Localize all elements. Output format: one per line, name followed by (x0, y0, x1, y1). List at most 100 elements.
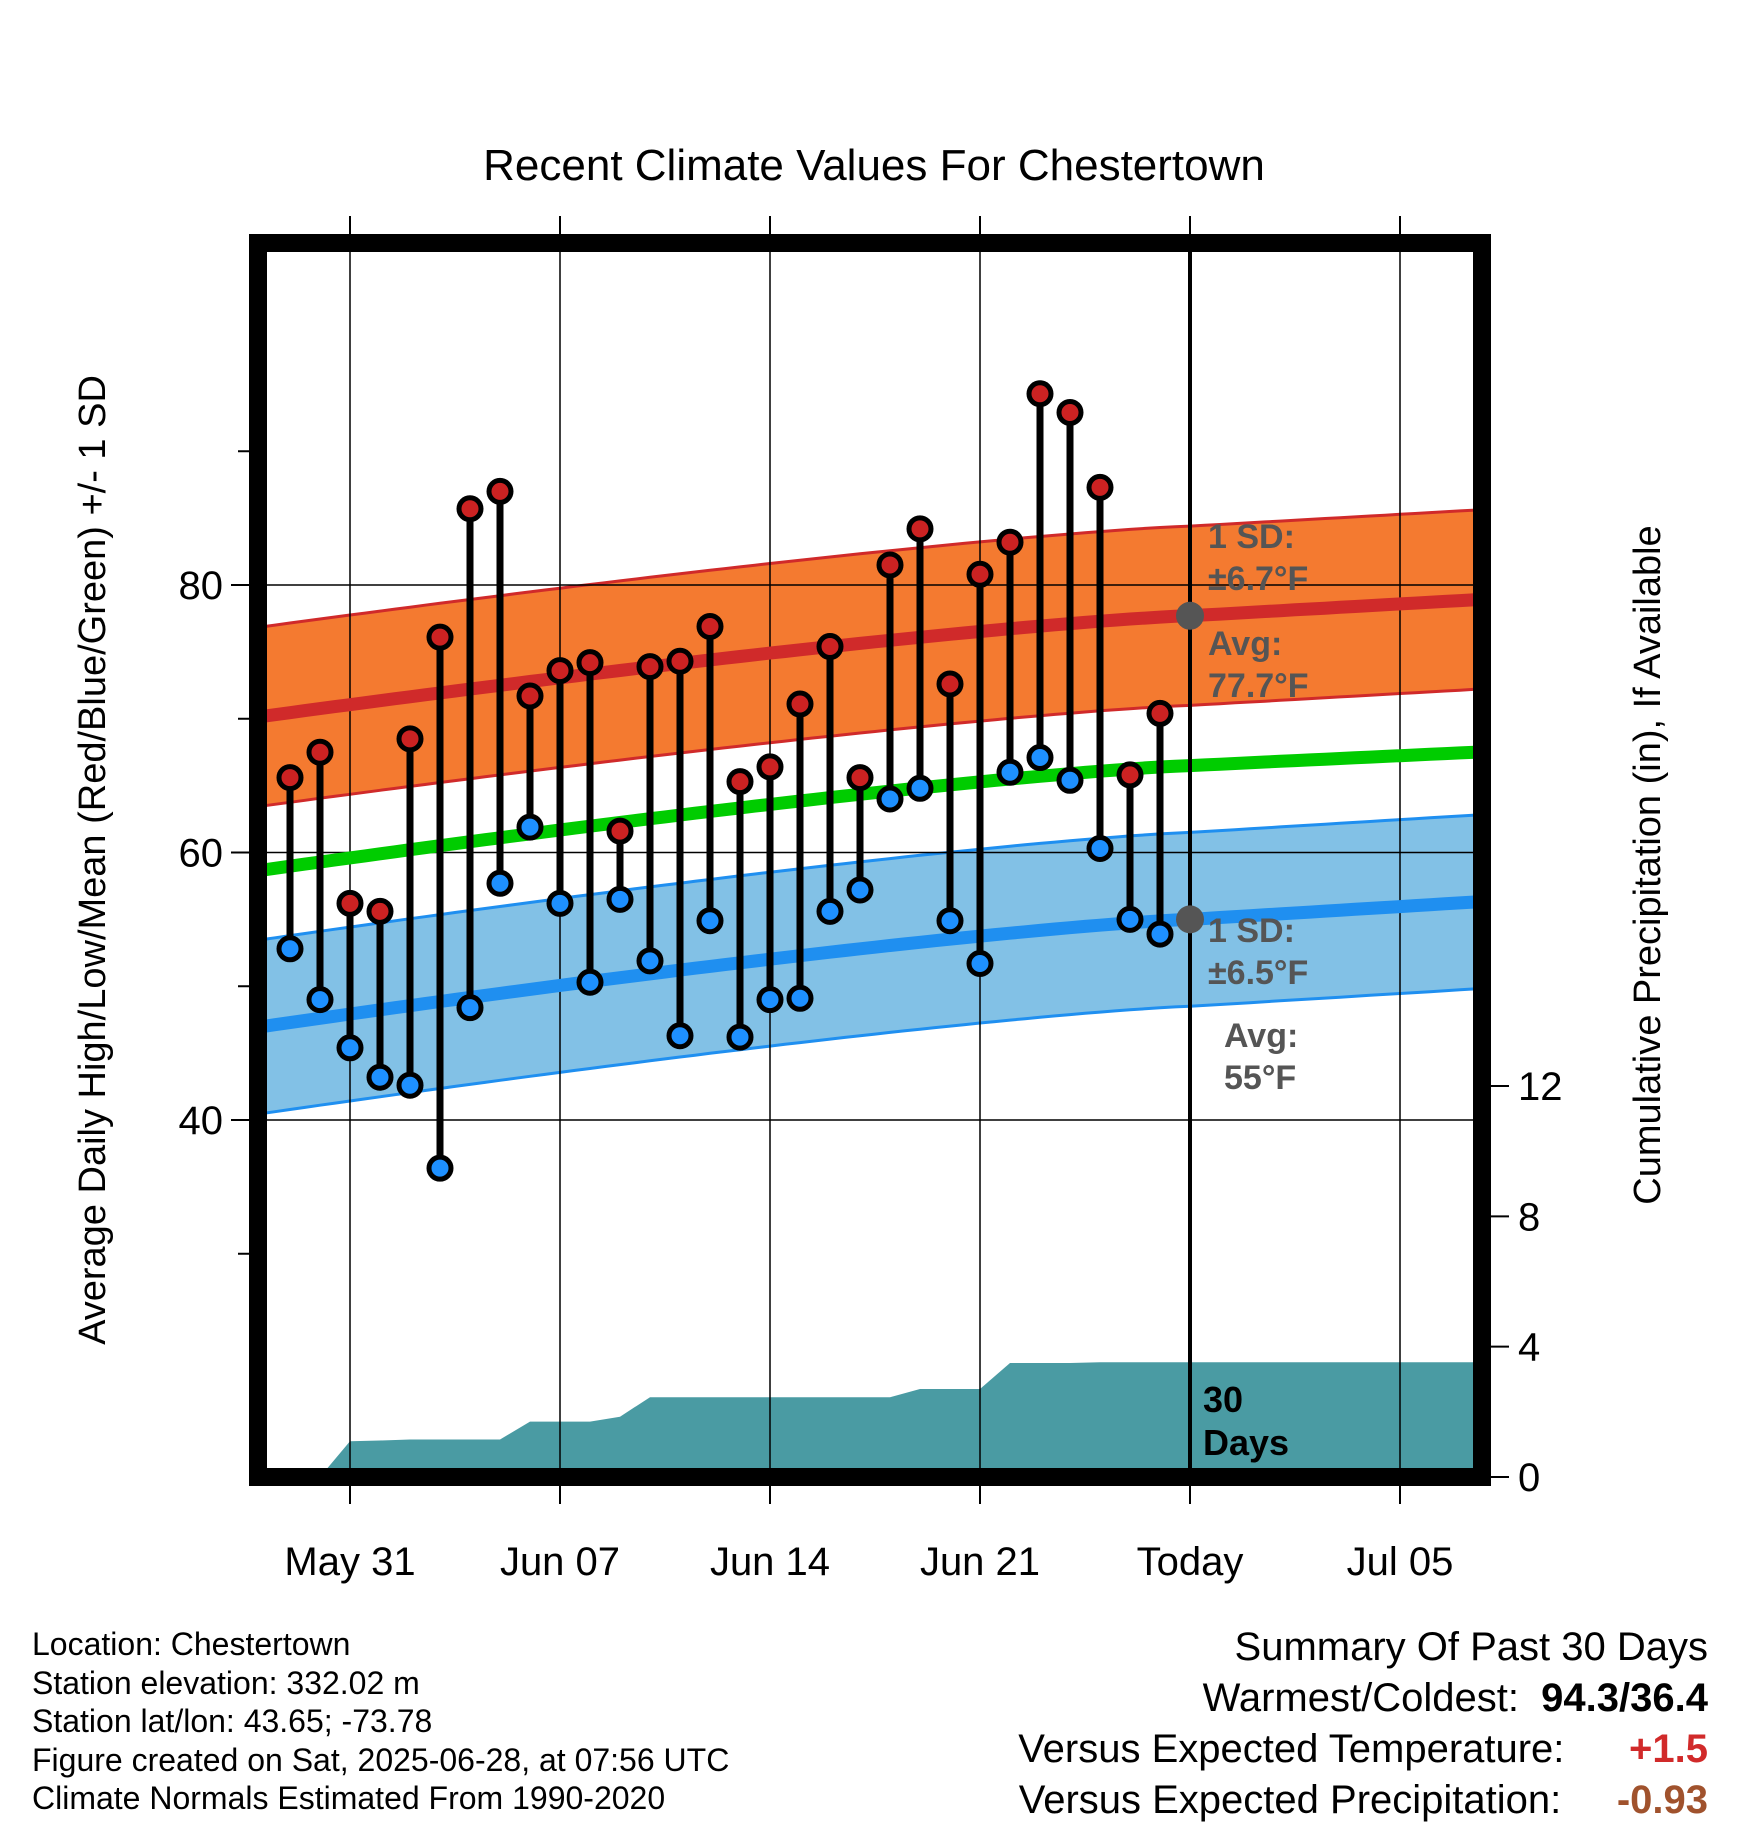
daily-high-marker (876, 551, 904, 579)
normals-text: Climate Normals Estimated From 1990-2020 (32, 1780, 666, 1816)
daily-low-marker (1056, 766, 1084, 794)
y2-tick-label: 4 (1518, 1326, 1540, 1370)
daily-low-marker (636, 947, 664, 975)
daily-high-marker (756, 753, 784, 781)
daily-high-marker (366, 897, 394, 925)
daily-low-marker (576, 968, 604, 996)
daily-high-marker (306, 738, 334, 766)
location-text: Location: Chestertown (32, 1626, 351, 1662)
daily-low-marker (606, 885, 634, 913)
daily-high-marker (1116, 761, 1144, 789)
x-tick-label: Today (1137, 1540, 1244, 1584)
daily-low-marker (1146, 920, 1174, 948)
x-tick-label: Jun 07 (500, 1540, 620, 1584)
daily-low-marker (846, 876, 874, 904)
daily-low-marker (936, 907, 964, 935)
daily-low-marker (1116, 905, 1144, 933)
x-axis-label: Day (838, 1605, 909, 1610)
daily-low-marker (456, 994, 484, 1022)
y2-tick-label: 12 (1518, 1065, 1563, 1109)
daily-high-marker (846, 764, 874, 792)
daily-high-marker (1086, 473, 1114, 501)
daily-low-marker (486, 869, 514, 897)
high-avg-label: Avg: (1208, 625, 1282, 663)
plot-frame (249, 234, 1491, 1486)
normal-low-sd-band (258, 815, 1475, 1115)
daily-low-marker (336, 1034, 364, 1062)
daily-low-marker (1086, 834, 1114, 862)
daily-low-marker (366, 1063, 394, 1091)
daily-high-marker (486, 477, 514, 505)
daily-high-marker (1146, 699, 1174, 727)
elevation-text: Station elevation: 332.02 m (32, 1664, 420, 1701)
normal-high-line (258, 593, 1476, 724)
today-low-avg-marker (1176, 905, 1204, 934)
daily-high-marker (966, 560, 994, 588)
plot-inner (258, 243, 1482, 1477)
daily-high-marker (516, 682, 544, 710)
daily-low-marker (276, 935, 304, 963)
daily-low-marker (696, 907, 724, 935)
temp-label: Versus Expected Temperature: (1018, 1727, 1565, 1771)
daily-high-marker (666, 647, 694, 675)
daily-low-marker (726, 1023, 754, 1051)
daily-low-marker (666, 1022, 694, 1050)
daily-low-marker (396, 1071, 424, 1099)
daily-low-marker (906, 774, 934, 802)
daily-high-marker (606, 817, 634, 845)
daily-low-marker (816, 897, 844, 925)
daily-low-marker (876, 785, 904, 813)
daily-low-marker (786, 984, 814, 1012)
precip-label: Versus Expected Precipitation: (1018, 1778, 1562, 1822)
summary-panel: Summary Of Past 30 Days Warmest/Coldest:… (1018, 1622, 1708, 1826)
daily-high-marker (546, 657, 574, 685)
daily-high-marker (636, 653, 664, 681)
summary-temp-row: Versus Expected Temperature: +1.5 (1018, 1724, 1708, 1775)
daily-high-marker (426, 623, 454, 651)
climate-chart: Recent Climate Values For Chestertown 1 … (72, 141, 1669, 1610)
low-avg-value: 55°F (1224, 1059, 1296, 1097)
days-count-label: 30 (1203, 1379, 1243, 1420)
y2-axis-label: Cumulative Precipitation (in), If Availa… (1627, 525, 1669, 1204)
y-tick-label: 40 (179, 1099, 224, 1143)
daily-high-marker (336, 889, 364, 917)
daily-low-marker (996, 758, 1024, 786)
created-text: Figure created on Sat, 2025-06-28, at 07… (32, 1741, 730, 1778)
precip-area (290, 1362, 1475, 1477)
daily-high-marker (456, 495, 484, 523)
y2-tick-label: 0 (1518, 1456, 1540, 1500)
summary-warmest-row: Warmest/Coldest: 94.3/36.4 (1018, 1673, 1708, 1724)
daily-high-marker (576, 649, 604, 677)
warmest-value: 94.3/36.4 (1541, 1676, 1708, 1720)
station-info: Location: Chestertown Station elevation:… (32, 1625, 729, 1818)
daily-low-marker (426, 1154, 454, 1182)
days-word-label: Days (1203, 1422, 1289, 1463)
normal-low-lower-edge (258, 987, 1476, 1116)
y-tick-label: 80 (179, 564, 224, 608)
daily-high-marker (816, 633, 844, 661)
low-sd-label: 1 SD: (1208, 912, 1295, 950)
daily-high-marker (786, 690, 814, 718)
daily-high-marker (936, 670, 964, 698)
y-tick-label: 60 (179, 832, 224, 876)
y2-tick-label: 8 (1518, 1195, 1540, 1239)
y-axis-label: Average Daily High/Low/Mean (Red/Blue/Gr… (72, 375, 114, 1345)
daily-low-marker (966, 950, 994, 978)
normal-high-upper-edge (258, 508, 1476, 629)
chart-title: Recent Climate Values For Chestertown (483, 141, 1265, 190)
normal-high-lower-edge (258, 687, 1476, 809)
daily-low-marker (306, 986, 334, 1014)
daily-high-marker (696, 612, 724, 640)
daily-high-marker (726, 768, 754, 796)
low-avg-label: Avg: (1224, 1017, 1298, 1055)
daily-low-marker (756, 986, 784, 1014)
high-sd-label: 1 SD: (1208, 518, 1295, 556)
x-tick-label: Jun 14 (710, 1540, 830, 1584)
daily-high-marker (396, 725, 424, 753)
x-tick-label: Jul 05 (1347, 1540, 1454, 1584)
normal-low-line (258, 895, 1476, 1034)
daily-high-marker (996, 528, 1024, 556)
today-high-avg-marker (1176, 601, 1204, 630)
plot-area: 1 SD: ±6.7°F Avg: 77.7°F 1 SD: ±6.5°F Avg: 55°F… (72, 216, 1669, 1610)
high-sd-value: ±6.7°F (1208, 560, 1308, 598)
